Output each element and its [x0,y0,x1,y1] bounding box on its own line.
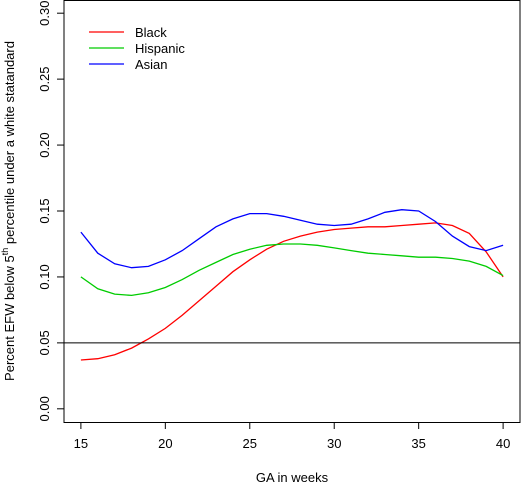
legend-label-hispanic: Hispanic [135,41,185,56]
x-tick-label: 20 [158,436,172,451]
y-tick-label: 0.30 [37,1,52,26]
y-tick-label: 0.00 [37,396,52,421]
series-layer [80,209,504,361]
series-line-hispanic [80,243,504,297]
y-tick-label: 0.15 [37,198,52,223]
y-axis-title-part-1: Percent EFW below 5 [2,255,17,381]
y-axis: 0.00 0.05 0.10 0.15 0.20 0.25 0.30 [37,1,64,421]
x-tick-label: 25 [243,436,257,451]
y-axis-title-part-2: percentile under a white statandard [2,41,17,248]
legend-label-black: Black [135,25,167,40]
plot-frame [63,0,521,423]
x-axis-title: GA in weeks [256,470,329,485]
x-tick-label: 35 [411,436,425,451]
y-tick-label: 0.05 [37,330,52,355]
series-line-black [80,222,504,361]
legend-label-asian: Asian [135,57,168,72]
x-tick-label: 40 [496,436,510,451]
y-tick-label: 0.20 [37,132,52,157]
y-tick-label: 0.25 [37,66,52,91]
y-tick-label: 0.10 [37,264,52,289]
x-tick-label: 30 [327,436,341,451]
y-axis-title: Percent EFW below 5th percentile under a… [0,41,17,381]
x-axis: 15 20 25 30 35 40 [74,422,510,451]
x-tick-label: 15 [74,436,88,451]
series-line-asian [80,209,504,269]
y-axis-title-superscript: th [0,248,10,256]
